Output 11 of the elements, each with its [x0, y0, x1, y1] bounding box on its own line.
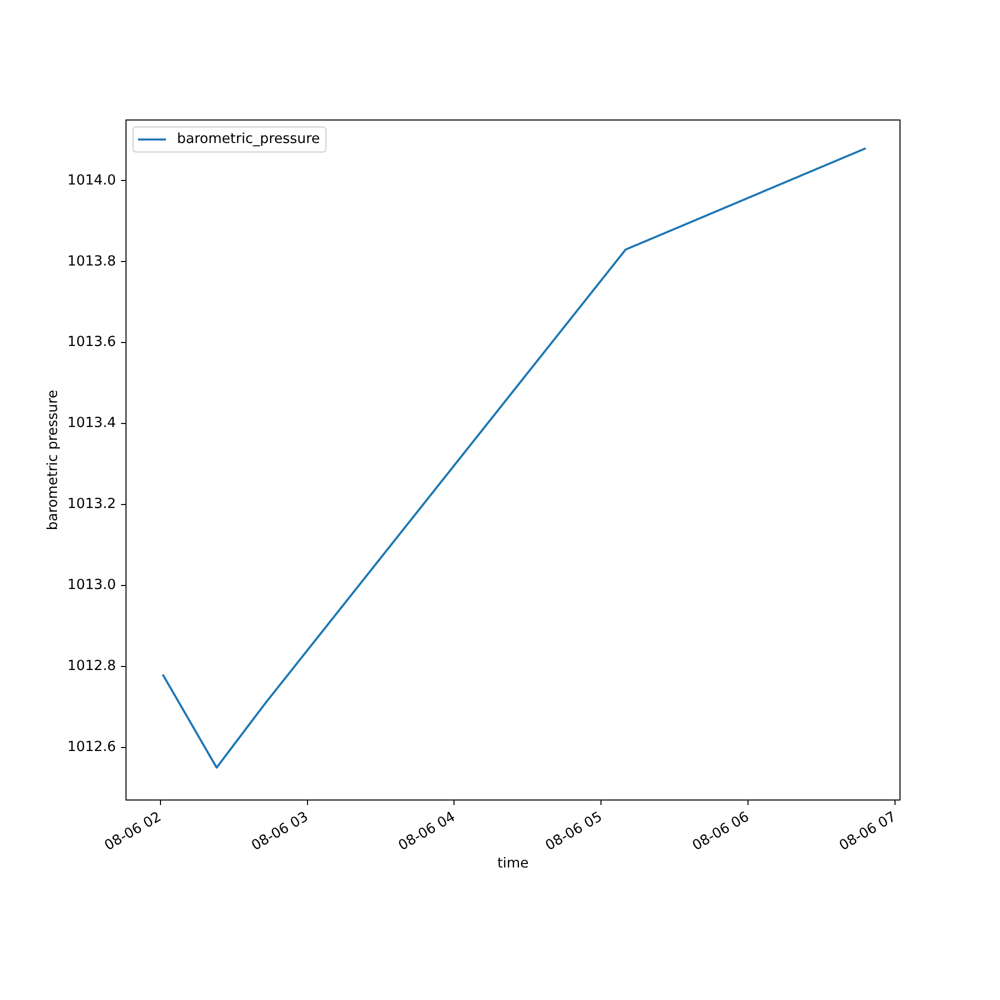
y-tick-label: 1012.6 [67, 738, 116, 755]
y-tick-label: 1013.8 [67, 253, 116, 270]
legend-label: barometric_pressure [177, 131, 320, 148]
y-tick-label: 1014.0 [67, 172, 116, 188]
y-tick-label: 1012.8 [67, 658, 116, 674]
y-axis-title: barometric pressure [44, 390, 61, 530]
y-tick-label: 1013.4 [67, 415, 116, 432]
y-tick-label: 1013.0 [67, 577, 116, 594]
y-tick-label: 1013.2 [67, 496, 116, 512]
x-axis-title: time [497, 855, 529, 872]
y-tick-label: 1013.6 [67, 334, 116, 350]
